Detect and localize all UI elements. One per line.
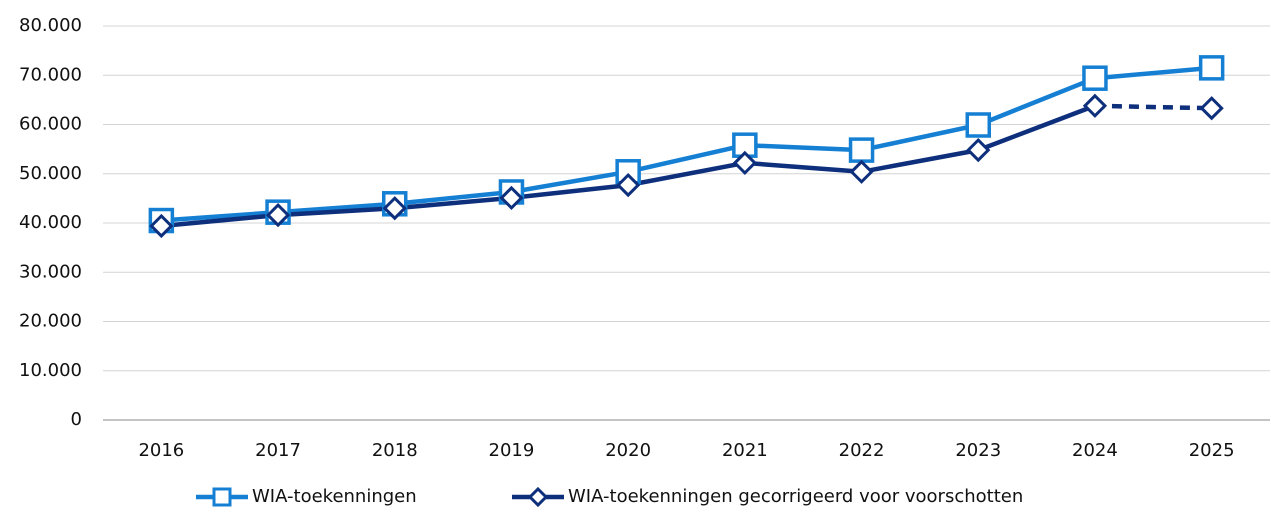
x-tick-label: 2021 <box>722 440 768 461</box>
series-marker <box>499 185 524 211</box>
x-tick-label: 2020 <box>605 440 651 461</box>
x-tick-label: 2017 <box>255 440 301 461</box>
series-marker <box>966 137 991 163</box>
y-tick-label: 10.000 <box>19 360 82 381</box>
series-marker <box>265 202 291 228</box>
series-marker <box>616 172 641 198</box>
series-marker <box>1082 93 1108 118</box>
y-tick-label: 40.000 <box>19 212 82 233</box>
legend-marker <box>212 487 232 507</box>
series-marker <box>1199 96 1224 121</box>
x-tick-label: 2025 <box>1189 440 1235 461</box>
series-marker <box>149 213 174 239</box>
y-tick-label: 80.000 <box>19 15 82 36</box>
x-tick-label: 2016 <box>138 440 184 461</box>
legend-marker <box>527 486 549 508</box>
x-tick-label: 2019 <box>489 440 535 461</box>
x-tick-label: 2022 <box>839 440 885 461</box>
series-marker <box>849 159 874 184</box>
series-line <box>1094 103 1212 111</box>
y-tick-label: 0 <box>71 409 82 430</box>
series-marker <box>1082 65 1108 91</box>
series-marker <box>1198 55 1225 81</box>
y-tick-label: 60.000 <box>19 114 82 135</box>
y-tick-label: 50.000 <box>19 163 82 184</box>
x-tick-label: 2023 <box>955 440 1001 461</box>
legend-label: WIA-toekenningen <box>252 486 417 507</box>
y-tick-label: 70.000 <box>19 64 82 85</box>
y-tick-label: 20.000 <box>19 311 82 332</box>
series-marker <box>965 112 991 138</box>
series-marker <box>848 137 875 163</box>
x-tick-label: 2024 <box>1072 440 1118 461</box>
series-line <box>161 65 1212 223</box>
series-marker <box>382 196 407 221</box>
series-marker <box>732 150 757 176</box>
x-tick-label: 2018 <box>372 440 418 461</box>
legend-label: WIA-toekenningen gecorrigeerd voor voors… <box>568 486 1023 507</box>
y-tick-label: 30.000 <box>19 261 82 282</box>
